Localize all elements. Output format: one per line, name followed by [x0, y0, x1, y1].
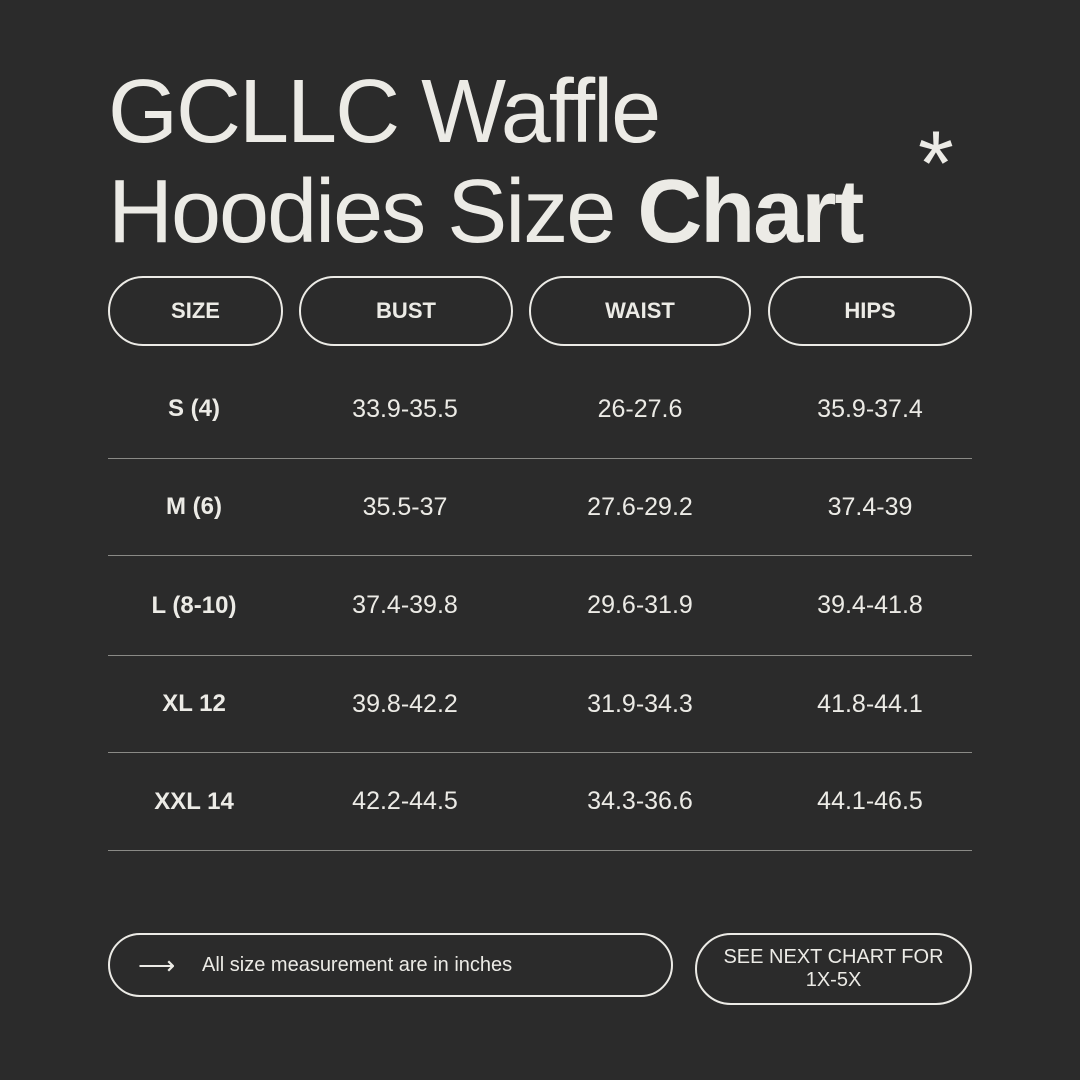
header-size: SIZE — [108, 276, 283, 346]
measurement-note: ⟶ All size measurement are in inches — [108, 933, 673, 997]
size-cell: XL 12 — [162, 690, 226, 717]
size-cell: M (6) — [166, 493, 222, 520]
bust-cell: 35.5-37 — [362, 492, 448, 521]
title-bold-word: Chart — [637, 162, 864, 262]
arrow-right-icon: ⟶ — [138, 949, 176, 980]
page-title: GCLLC Waffle Hoodies Size Chart — [108, 62, 864, 262]
waist-cell: 26-27.6 — [597, 394, 683, 423]
waist-cell: 34.3-36.6 — [587, 787, 693, 815]
table-row: M (6) 35.5-37 27.6-29.2 37.4-39 — [108, 459, 972, 556]
table-row: XL 12 39.8-42.2 31.9-34.3 41.8-44.1 — [108, 656, 972, 753]
bust-cell: 33.9-35.5 — [352, 394, 458, 423]
size-cell: XXL 14 — [154, 787, 234, 815]
header-hips: HIPS — [768, 276, 972, 346]
header-bust: BUST — [299, 276, 513, 346]
bust-cell: 39.8-42.2 — [352, 689, 458, 718]
hips-cell: 37.4-39 — [827, 492, 913, 521]
note-text: All size measurement are in inches — [202, 953, 513, 976]
title-line-2: Hoodies Size — [108, 162, 616, 262]
table-row: L (8-10) 37.4-39.8 29.6-31.9 39.4-41.8 — [108, 556, 972, 656]
bust-cell: 37.4-39.8 — [352, 591, 458, 619]
size-cell: S (4) — [167, 395, 220, 422]
waist-cell: 31.9-34.3 — [587, 689, 693, 718]
bust-cell: 42.2-44.5 — [352, 787, 458, 815]
next-chart-button[interactable]: SEE NEXT CHART FOR 1X-5X — [695, 933, 972, 1005]
table-row: XXL 14 42.2-44.5 34.3-36.6 44.1-46.5 — [108, 753, 972, 851]
waist-cell: 27.6-29.2 — [587, 492, 693, 521]
waist-cell: 29.6-31.9 — [587, 591, 693, 619]
hips-cell: 35.9-37.4 — [817, 394, 923, 423]
asterisk-icon: * — [918, 113, 954, 215]
hips-cell: 44.1-46.5 — [817, 787, 923, 815]
hips-cell: 39.4-41.8 — [817, 591, 923, 619]
title-line-1: GCLLC Waffle — [108, 62, 661, 162]
hips-cell: 41.8-44.1 — [817, 689, 923, 718]
size-cell: L (8-10) — [151, 591, 237, 619]
table-row: S (4) 33.9-35.5 26-27.6 35.9-37.4 — [108, 360, 972, 459]
header-waist: WAIST — [529, 276, 751, 346]
